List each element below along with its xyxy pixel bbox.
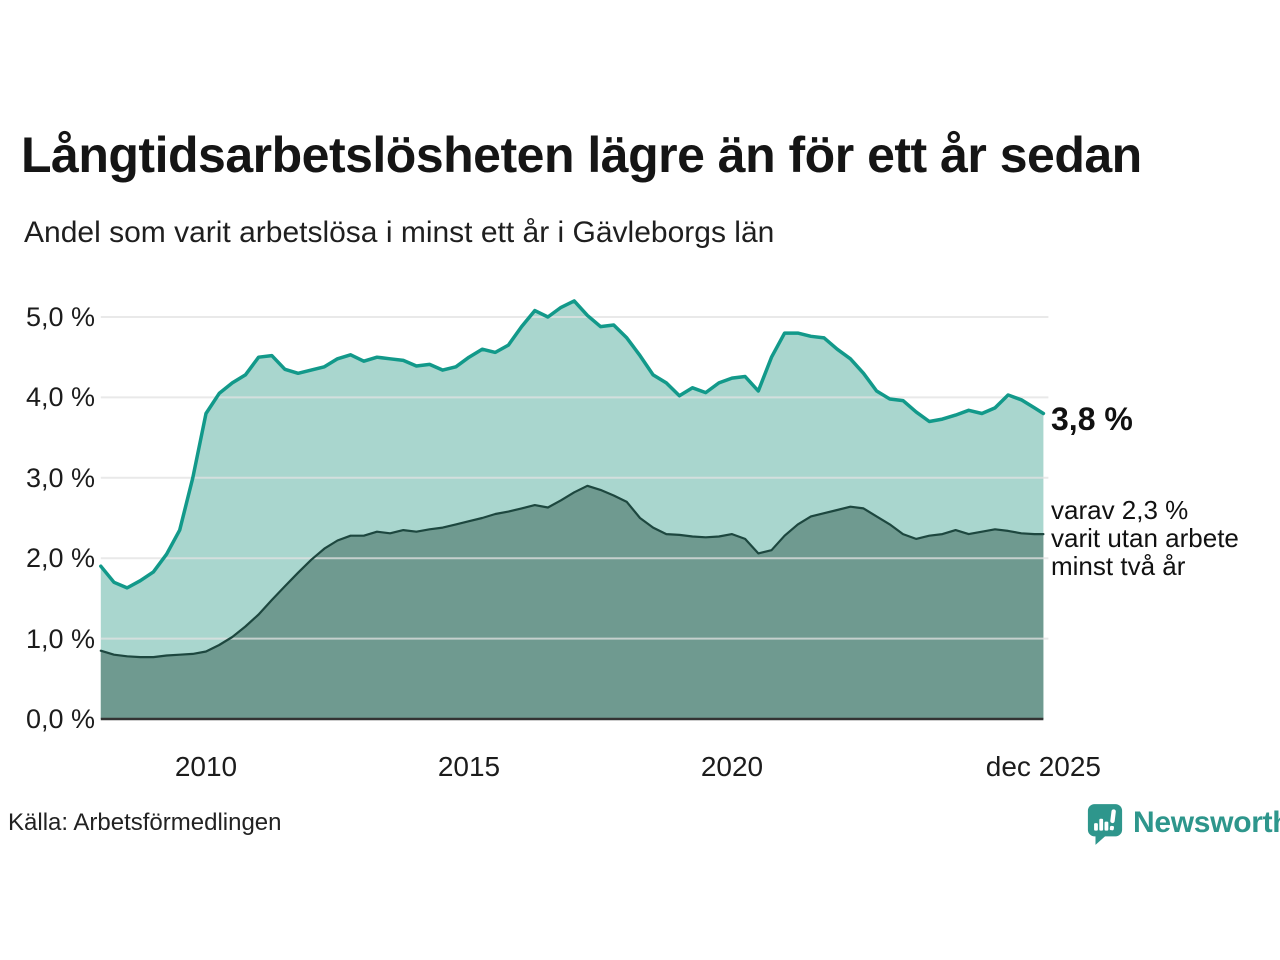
newsworthy-logo: Newsworthy (1086, 802, 1280, 847)
source-note: Källa: Arbetsförmedlingen (8, 809, 282, 836)
x-tick-label: 2015 (437, 751, 501, 782)
y-tick-label: 0,0 % (25, 704, 95, 734)
line-unemployed-1yr (99, 299, 1046, 590)
y-tick-label: 3,0 % (25, 462, 95, 493)
y-tick-label: 5,0 % (25, 302, 95, 332)
area-unemployed-2yr (100, 485, 1044, 719)
x-tick-label: 2020 (700, 751, 764, 782)
x-tick-label: 2010 (174, 751, 238, 782)
chart-subtitle: Andel som varit arbetslösa i minst ett å… (24, 216, 775, 249)
end-value-label: 3,8 % (1051, 401, 1133, 437)
end-value-sublabel: varav 2,3 % varit utan arbete minst två … (1051, 495, 1239, 581)
y-tick-label: 4,0 % (25, 382, 95, 413)
brand-name: Newsworthy (1133, 806, 1280, 839)
y-tick-label: 2,0 % (25, 543, 95, 574)
y-tick-label: 1,0 % (25, 623, 95, 654)
x-tick-label: dec 2025 (985, 751, 1101, 782)
speech-bubble-bar-chart-icon (1087, 804, 1123, 845)
line-unemployed-2yr (99, 484, 1045, 659)
page-title: Långtidsarbetslösheten lägre än för ett … (21, 127, 1142, 183)
